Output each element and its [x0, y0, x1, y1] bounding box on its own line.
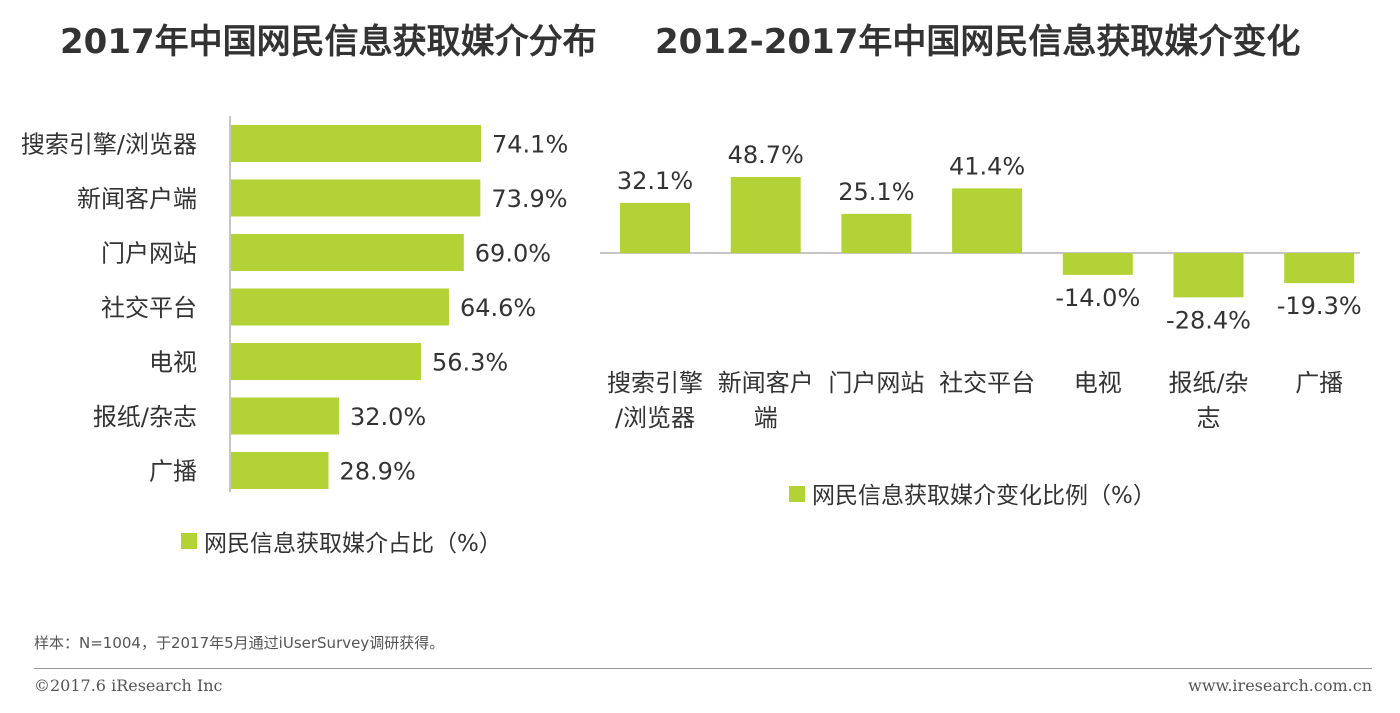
- chart2-data-label: 41.4%: [949, 152, 1025, 180]
- chart1-data-label: 32.0%: [350, 403, 426, 431]
- chart2-category-label: 广播: [1295, 369, 1343, 397]
- chart1-category-label: 报纸/杂志: [93, 403, 197, 431]
- website-link[interactable]: www.iresearch.com.cn: [1188, 676, 1372, 695]
- chart1-category-label: 门户网站: [101, 240, 197, 268]
- chart1-data-label: 28.9%: [340, 458, 416, 486]
- chart1-legend-label: 网民信息获取媒介占比（%）: [204, 531, 502, 557]
- chart2-bar-5: [1062, 253, 1133, 275]
- chart2-data-label: 32.1%: [617, 167, 693, 195]
- chart2-data-label: 25.1%: [838, 178, 914, 206]
- chart1-bar-3: [231, 234, 464, 271]
- chart2-data-label: -14.0%: [1055, 284, 1140, 312]
- chart1-bar-2: [231, 179, 481, 217]
- chart2-category-label: 社交平台: [939, 369, 1035, 397]
- chart2-bar-3: [841, 213, 912, 253]
- copyright: ©2017.6 iResearch Inc: [34, 676, 223, 695]
- chart1-data-label: 56.3%: [432, 349, 508, 377]
- chart2-data-label: -28.4%: [1166, 306, 1251, 334]
- chart1-bar-6: [231, 397, 339, 435]
- chart1-category-label: 搜索引擎/浏览器: [21, 131, 197, 159]
- chart2-category-label: 电视: [1074, 369, 1122, 397]
- chart1-data-label: 73.9%: [491, 185, 567, 213]
- chart2-bar-2: [730, 177, 801, 253]
- chart2-title: 2012-2017年中国网民信息获取媒介变化: [655, 22, 1301, 62]
- chart2-category-label: 搜索引擎: [607, 369, 703, 397]
- chart2-legend-swatch: [789, 486, 805, 502]
- chart2-bar-1: [620, 202, 690, 253]
- chart2-data-label: -19.3%: [1277, 292, 1362, 320]
- footer-divider: [34, 668, 1372, 669]
- chart1-category-label: 电视: [149, 349, 197, 377]
- chart2-data-label: 48.7%: [728, 141, 804, 169]
- sample-note: 样本：N=1004，于2017年5月通过iUserSurvey调研获得。: [34, 634, 445, 652]
- chart1-legend-swatch: [181, 533, 197, 549]
- chart1-category-label: 新闻客户端: [77, 185, 197, 213]
- chart2-category-label: 新闻客户: [718, 369, 814, 397]
- chart2-category-label: 端: [754, 404, 778, 432]
- chart2-bar-6: [1173, 253, 1244, 298]
- chart2-category-label: /浏览器: [615, 404, 695, 432]
- chart1-bar-5: [231, 343, 421, 380]
- chart2-legend-label: 网民信息获取媒介变化比例（%）: [812, 483, 1156, 509]
- chart2-bar-4: [952, 188, 1023, 253]
- chart1-bar-1: [231, 125, 481, 162]
- chart1-category-label: 社交平台: [101, 294, 197, 322]
- vertical-bar-chart: 32.1% 搜索引擎/浏览器 48.7% 新闻客户端 25.1% 门户网站 41.4% 社交平…: [600, 141, 1362, 509]
- chart2-bar-7: [1284, 253, 1355, 284]
- chart1-category-label: 广播: [149, 458, 197, 486]
- chart2-category-label: 报纸/杂: [1168, 369, 1248, 397]
- chart1-data-label: 64.6%: [460, 294, 536, 322]
- horizontal-bar-chart: 搜索引擎/浏览器 74.1% 新闻客户端 73.9% 门户网站 69.0% 社交平台 64.6…: [21, 116, 568, 557]
- chart1-data-label: 69.0%: [475, 240, 551, 268]
- chart2-category-label: 门户网站: [828, 369, 924, 397]
- chart1-title: 2017年中国网民信息获取媒介分布: [60, 22, 597, 62]
- chart1-data-label: 74.1%: [492, 131, 568, 159]
- chart1-bar-7: [231, 452, 329, 489]
- chart2-category-label: 志: [1197, 404, 1221, 432]
- chart1-bar-4: [231, 288, 449, 326]
